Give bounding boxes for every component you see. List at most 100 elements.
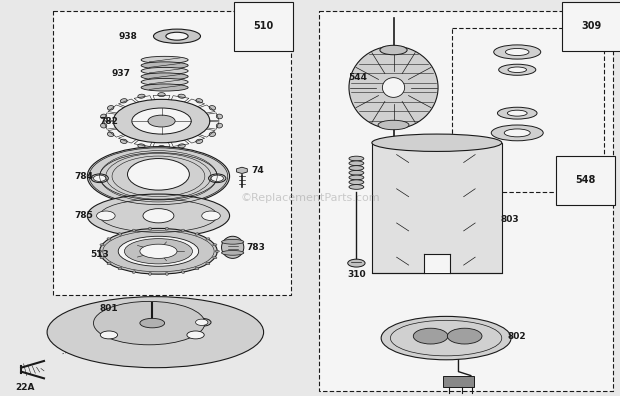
Ellipse shape (113, 99, 210, 143)
Ellipse shape (158, 145, 166, 149)
Text: 310: 310 (347, 270, 366, 280)
Ellipse shape (118, 267, 122, 270)
Ellipse shape (166, 227, 169, 230)
Ellipse shape (94, 301, 205, 345)
Ellipse shape (118, 233, 122, 235)
Ellipse shape (196, 139, 203, 143)
Text: 937: 937 (112, 69, 131, 78)
Ellipse shape (381, 316, 511, 360)
Ellipse shape (494, 45, 541, 59)
Bar (53, 11, 291, 295)
Text: 783: 783 (247, 243, 265, 252)
Ellipse shape (141, 62, 188, 69)
Ellipse shape (178, 144, 185, 148)
Text: 784: 784 (74, 172, 94, 181)
Ellipse shape (216, 123, 223, 128)
Ellipse shape (206, 238, 210, 240)
Ellipse shape (349, 46, 438, 129)
Ellipse shape (141, 78, 188, 86)
Ellipse shape (508, 67, 526, 72)
Ellipse shape (100, 123, 107, 128)
Ellipse shape (141, 67, 188, 74)
Ellipse shape (125, 239, 192, 264)
Ellipse shape (208, 174, 226, 183)
Ellipse shape (166, 32, 188, 40)
Ellipse shape (504, 129, 530, 137)
Ellipse shape (149, 272, 152, 275)
Polygon shape (237, 167, 247, 173)
Ellipse shape (107, 106, 114, 110)
Ellipse shape (211, 175, 223, 181)
Ellipse shape (120, 139, 127, 143)
Ellipse shape (491, 125, 543, 141)
Ellipse shape (97, 211, 115, 221)
Ellipse shape (349, 175, 364, 180)
Text: 782: 782 (100, 116, 118, 126)
Ellipse shape (132, 271, 136, 273)
Ellipse shape (187, 331, 204, 339)
Ellipse shape (202, 211, 220, 221)
Ellipse shape (158, 93, 166, 97)
Text: 74: 74 (251, 166, 264, 175)
Ellipse shape (195, 319, 208, 326)
Ellipse shape (349, 161, 364, 166)
Ellipse shape (209, 132, 216, 137)
Ellipse shape (140, 318, 165, 328)
Ellipse shape (213, 257, 217, 259)
Text: 803: 803 (500, 215, 519, 224)
Ellipse shape (87, 194, 229, 238)
Ellipse shape (107, 263, 111, 265)
Ellipse shape (100, 331, 118, 339)
Ellipse shape (349, 185, 364, 189)
Text: 22A: 22A (16, 383, 35, 392)
Ellipse shape (497, 107, 537, 119)
Ellipse shape (178, 94, 185, 98)
Ellipse shape (209, 106, 216, 110)
Ellipse shape (97, 250, 102, 252)
Ellipse shape (100, 257, 104, 259)
Ellipse shape (348, 259, 365, 267)
Ellipse shape (349, 170, 364, 175)
Text: 309: 309 (582, 21, 601, 31)
Ellipse shape (221, 240, 244, 244)
Ellipse shape (378, 120, 409, 130)
Ellipse shape (213, 244, 217, 246)
Text: 802: 802 (508, 331, 526, 341)
Ellipse shape (505, 48, 529, 55)
Text: 513: 513 (91, 250, 109, 259)
Ellipse shape (221, 236, 244, 258)
Ellipse shape (166, 272, 169, 275)
Text: 510: 510 (254, 21, 273, 31)
Ellipse shape (140, 244, 177, 258)
Ellipse shape (507, 110, 527, 116)
Text: 801: 801 (100, 304, 118, 313)
Text: 548: 548 (575, 175, 595, 185)
Ellipse shape (216, 114, 223, 119)
Ellipse shape (148, 115, 175, 127)
Ellipse shape (120, 99, 127, 103)
Ellipse shape (100, 244, 104, 246)
Ellipse shape (132, 108, 191, 134)
Ellipse shape (372, 134, 502, 151)
Text: 938: 938 (118, 32, 137, 41)
Ellipse shape (221, 251, 244, 255)
Ellipse shape (132, 229, 136, 232)
Ellipse shape (349, 166, 364, 170)
Ellipse shape (195, 233, 199, 235)
Ellipse shape (215, 250, 219, 252)
Ellipse shape (498, 64, 536, 75)
Ellipse shape (141, 73, 188, 80)
Text: 544: 544 (348, 73, 367, 82)
Ellipse shape (383, 78, 405, 97)
Ellipse shape (448, 328, 482, 344)
Ellipse shape (206, 263, 210, 265)
Text: 785: 785 (75, 211, 94, 220)
Ellipse shape (94, 175, 106, 181)
Ellipse shape (349, 180, 364, 185)
Ellipse shape (181, 271, 185, 273)
Ellipse shape (181, 229, 185, 232)
Ellipse shape (349, 156, 364, 161)
Ellipse shape (100, 114, 107, 119)
Bar (319, 11, 613, 391)
Bar (372, 143, 502, 273)
